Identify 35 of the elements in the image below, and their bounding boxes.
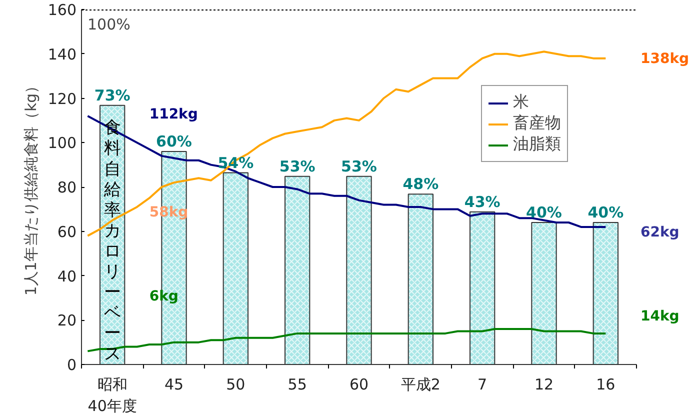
y-tick-label: 100 bbox=[48, 134, 77, 152]
y-tick-label: 60 bbox=[57, 222, 77, 241]
ref-line-label: 100% bbox=[88, 16, 130, 34]
data-label: 53% bbox=[341, 157, 377, 176]
x-tick-label: 45 bbox=[164, 376, 184, 394]
x-tick-label: 12 bbox=[534, 376, 554, 394]
y-tick-label: 20 bbox=[57, 312, 77, 330]
data-label: 60% bbox=[156, 132, 192, 150]
x-tick-label: 昭和 40年度 bbox=[88, 376, 137, 416]
x-tick-label: 60 bbox=[349, 376, 369, 394]
data-label: 43% bbox=[464, 192, 500, 211]
data-label: 40% bbox=[526, 204, 562, 222]
y-tick-label: 80 bbox=[57, 178, 77, 196]
y-tick-label: 0 bbox=[66, 356, 77, 374]
data-label: 48% bbox=[402, 175, 439, 194]
x-tick-label: 55 bbox=[288, 376, 307, 394]
legend-label: 米 bbox=[513, 92, 530, 113]
data-label: 53% bbox=[279, 157, 316, 176]
y-tick-label: 120 bbox=[48, 90, 77, 108]
data-label: 73% bbox=[94, 86, 130, 104]
y-tick-label: 40 bbox=[57, 267, 77, 286]
text: 14kg bbox=[640, 308, 680, 325]
x-tick-label: 16 bbox=[596, 376, 616, 394]
y-axis-title: 1人1年当たり供給純食料（kg） bbox=[22, 78, 40, 296]
text: 62kg bbox=[640, 224, 680, 240]
legend-label: 油脂類 bbox=[513, 134, 561, 155]
text: 138kg bbox=[640, 51, 690, 68]
x-tick-label: 50 bbox=[226, 376, 246, 394]
y-tick-label: 140 bbox=[48, 45, 77, 64]
y-tick-label: 160 bbox=[48, 1, 77, 19]
data-label: 40% bbox=[588, 204, 624, 222]
x-tick-label: 7 bbox=[478, 376, 488, 394]
x-tick-label: 平成2 bbox=[400, 376, 440, 394]
legend-label: 畜産物 bbox=[513, 113, 561, 134]
annotation: 112kg bbox=[149, 106, 198, 123]
